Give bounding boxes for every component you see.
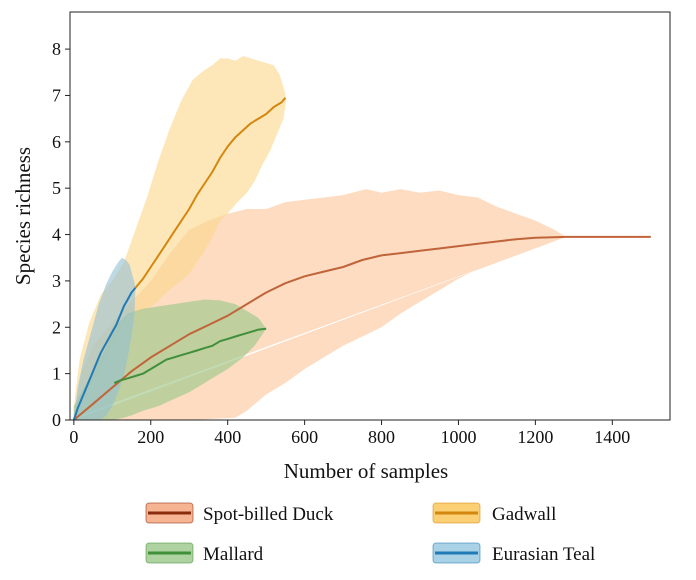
y-tick-label: 2 <box>52 317 61 337</box>
band-gadwall <box>73 56 287 416</box>
x-tick-label: 1000 <box>440 427 476 447</box>
x-axis-ticks: 0 200 400 600 800 1000 1200 1400 <box>69 420 630 447</box>
legend: Spot-billed Duck Gadwall Mallard Eurasia… <box>145 502 595 565</box>
confidence-bands <box>73 56 567 420</box>
line-mallard <box>113 327 267 384</box>
plot-frame <box>69 11 671 421</box>
series-lines <box>72 97 651 421</box>
x-axis-title: Number of samples <box>284 459 448 483</box>
line-gadwall <box>134 97 287 289</box>
x-tick-label: 1400 <box>594 427 630 447</box>
x-tick-label: 600 <box>291 427 318 447</box>
legend-label-eurasian-teal: Eurasian Teal <box>492 544 595 565</box>
line-eurasian-teal <box>72 287 137 421</box>
y-tick-label: 6 <box>52 132 61 152</box>
y-axis-ticks: 0 1 2 3 4 5 6 7 8 <box>52 39 70 430</box>
y-tick-label: 5 <box>52 178 61 198</box>
legend-label-mallard: Mallard <box>203 544 264 565</box>
line-spot-billed-duck <box>73 235 651 421</box>
x-tick-label: 200 <box>137 427 164 447</box>
legend-item-mallard[interactable]: Mallard <box>145 542 264 565</box>
x-tick-label: 0 <box>69 427 78 447</box>
legend-item-spot-billed-duck[interactable]: Spot-billed Duck <box>145 502 334 525</box>
y-tick-label: 3 <box>52 271 61 291</box>
legend-item-eurasian-teal[interactable]: Eurasian Teal <box>432 542 595 565</box>
x-tick-label: 800 <box>368 427 395 447</box>
y-tick-label: 4 <box>52 225 61 245</box>
y-tick-label: 0 <box>52 410 61 430</box>
y-tick-label: 1 <box>52 364 61 384</box>
legend-label-spot-billed-duck: Spot-billed Duck <box>203 504 334 525</box>
x-tick-label: 1200 <box>517 427 553 447</box>
y-tick-label: 7 <box>52 85 61 105</box>
legend-item-gadwall[interactable]: Gadwall <box>432 502 556 525</box>
y-tick-label: 8 <box>52 39 61 59</box>
x-tick-label: 400 <box>214 427 241 447</box>
y-axis-title: Species richness <box>11 147 35 285</box>
legend-label-gadwall: Gadwall <box>492 504 556 525</box>
